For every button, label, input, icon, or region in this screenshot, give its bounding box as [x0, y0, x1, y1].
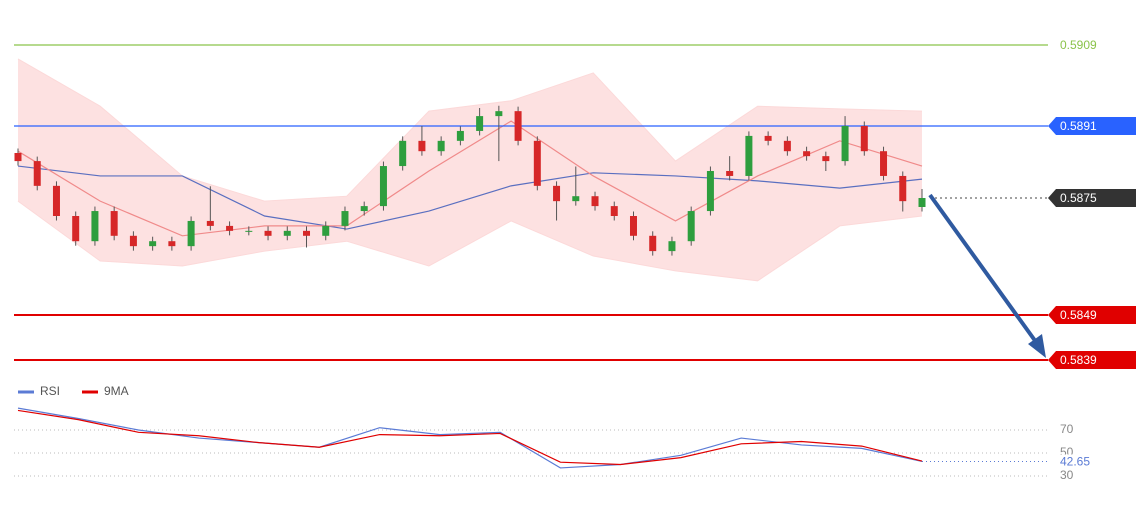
candle-body	[514, 111, 522, 141]
level-box	[1048, 351, 1136, 369]
candle-body	[572, 196, 580, 202]
candle-body	[495, 111, 503, 117]
candle-body	[745, 135, 753, 176]
band-edge	[17, 200, 923, 282]
legend-label: 9MA	[104, 384, 129, 398]
candle-body	[899, 175, 907, 202]
level-label: 0.5891	[1060, 119, 1097, 133]
rsi-line	[17, 407, 923, 469]
price-panel: 0.5909 0.5891 0.5875 0.5849 0.5839	[14, 38, 1136, 369]
forecast-arrow-head	[1028, 334, 1046, 358]
candle-body	[418, 140, 426, 152]
candle-body	[533, 140, 541, 186]
candle-body	[687, 211, 695, 242]
moving-average	[17, 120, 923, 237]
y-tick-label: 70	[1060, 422, 1074, 436]
candle-body	[129, 235, 137, 247]
candle-body	[860, 126, 868, 152]
candle-body	[918, 198, 926, 207]
level-box	[1048, 117, 1136, 135]
candle-body	[168, 241, 176, 247]
level-box	[1048, 306, 1136, 324]
candle-body	[379, 166, 387, 207]
rsi-last-label: 42.65	[1060, 455, 1090, 469]
candle-body	[245, 230, 253, 232]
candle-body	[399, 140, 407, 167]
candle-body	[726, 171, 734, 176]
y-tick-label: 30	[1060, 468, 1074, 482]
rsi-label-bg	[1056, 454, 1100, 469]
candle-body	[629, 216, 637, 236]
candle-body	[437, 140, 445, 152]
forecast-arrow	[928, 193, 1038, 344]
candle-body	[322, 225, 330, 236]
level-label: 0.5909	[1060, 38, 1097, 52]
moving-average	[17, 165, 923, 230]
legend-label: RSI	[40, 384, 60, 398]
candle-body	[456, 130, 464, 141]
candle-body	[360, 206, 368, 212]
candle-body	[33, 161, 41, 186]
candle-body	[149, 241, 157, 247]
level-label: 0.5849	[1060, 308, 1097, 322]
candle-body	[764, 135, 772, 141]
level-label: 0.5875	[1060, 191, 1097, 205]
candle-body	[14, 153, 22, 162]
candle-body	[226, 225, 234, 231]
candle-body	[553, 185, 561, 202]
candle-body	[206, 220, 214, 226]
candle-body	[841, 126, 849, 162]
band-edge	[17, 58, 923, 202]
candle-body	[264, 230, 272, 236]
candle-body	[283, 230, 291, 236]
candle-body	[52, 185, 60, 216]
level-label: 0.5839	[1060, 353, 1097, 367]
candle-body	[591, 196, 599, 207]
rsi-line	[17, 409, 923, 466]
band-fill	[18, 58, 922, 281]
candle-body	[610, 206, 618, 216]
candle-body	[783, 140, 791, 152]
candle-body	[341, 211, 349, 226]
candle-body	[649, 235, 657, 252]
level-box	[1048, 189, 1136, 207]
candle-body	[803, 151, 811, 157]
candle-body	[706, 171, 714, 212]
candle-body	[187, 220, 195, 247]
candle-body	[476, 116, 484, 131]
candle-body	[822, 156, 830, 162]
candle-body	[110, 211, 118, 236]
candle-body	[91, 211, 99, 242]
candle-body	[880, 151, 888, 176]
candle-body	[668, 241, 676, 252]
candle-body	[303, 230, 311, 236]
candle-body	[72, 216, 80, 242]
